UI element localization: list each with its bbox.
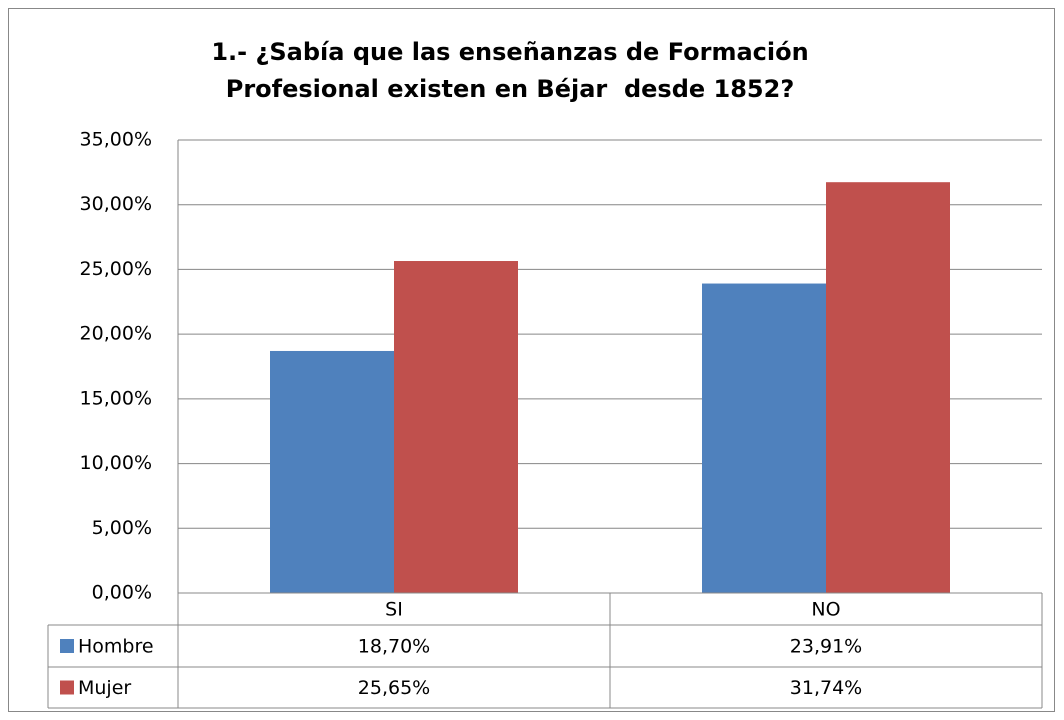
table-value: 23,91% [790,636,862,658]
legend-key [60,680,74,695]
x-tick-label: NO [811,599,840,621]
legend-label: Hombre [78,636,154,658]
bar [270,350,394,593]
y-tick-label: 30,00% [80,193,152,215]
bar [702,283,826,593]
table-value: 25,65% [358,677,430,699]
y-tick-label: 5,00% [92,517,152,539]
bar [826,182,950,593]
x-tick-label: SI [385,599,403,621]
bar [394,261,518,593]
y-tick-label: 15,00% [80,387,152,409]
y-tick-label: 20,00% [80,323,152,345]
y-tick-label: 0,00% [92,582,152,604]
y-tick-label: 25,00% [80,258,152,280]
table-value: 18,70% [358,636,430,658]
chart-title: 1.- ¿Sabía que las enseñanzas de Formaci… [211,38,818,103]
legend-key [60,639,74,653]
table-value: 31,74% [790,677,862,699]
y-tick-label: 35,00% [80,129,152,151]
legend-label: Mujer [78,677,131,699]
y-tick-label: 10,00% [80,452,152,474]
